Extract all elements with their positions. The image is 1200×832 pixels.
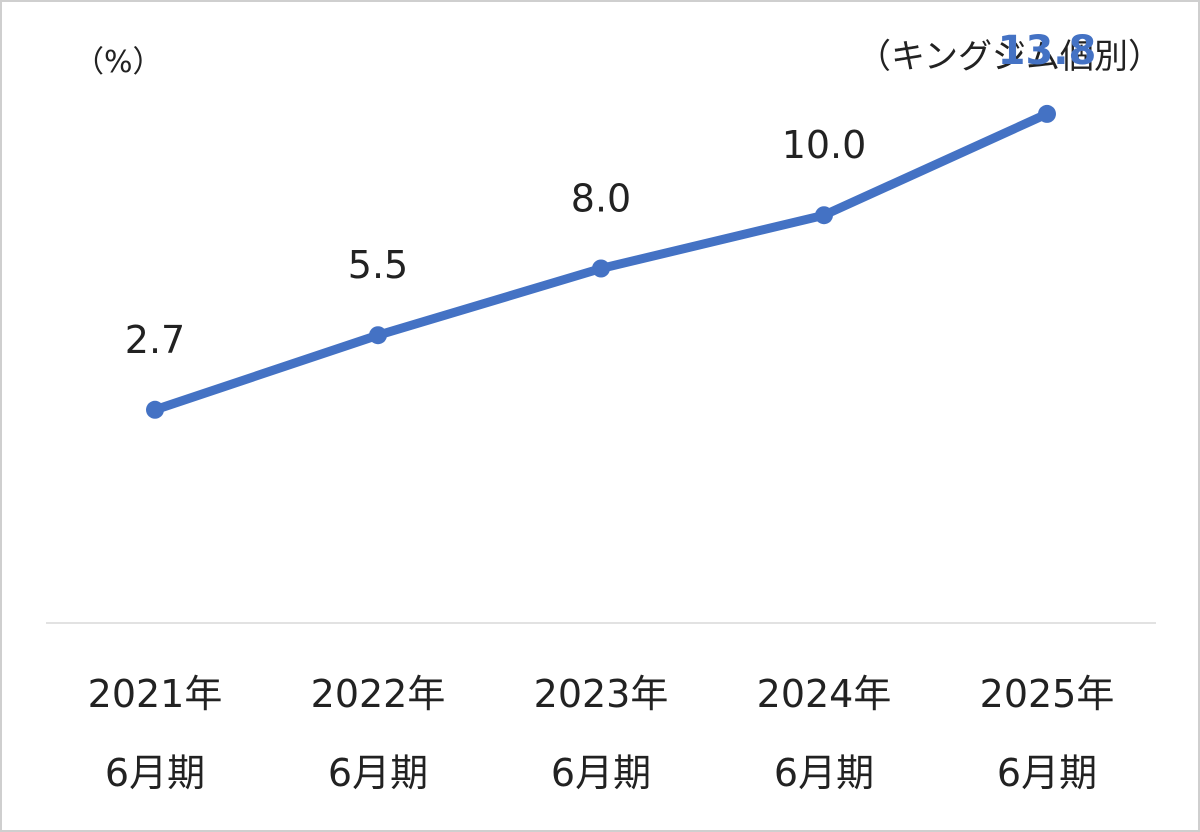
x-tick-label-period: 6月期	[105, 751, 205, 795]
x-axis-tick-labels: 2021年 6月期 2022年 6月期 2023年 6月期 2024年 6月期 2025年 6月期	[88, 672, 1115, 795]
x-tick-label-period: 6月期	[997, 751, 1097, 795]
x-tick-label-period: 6月期	[774, 751, 874, 795]
unit-label: （%）	[74, 45, 163, 80]
data-label: 8.0	[571, 177, 631, 221]
data-labels: 2.7 5.5 8.0 10.0 13.8	[125, 28, 1097, 362]
x-tick-label-period: 6月期	[328, 751, 428, 795]
data-point	[1038, 104, 1056, 123]
data-point	[815, 206, 833, 225]
data-point	[369, 326, 387, 345]
x-tick-label-year: 2022年	[311, 672, 446, 716]
x-tick-label-year: 2021年	[88, 672, 223, 716]
x-tick-label-period: 6月期	[551, 751, 651, 795]
data-label: 10.0	[782, 123, 867, 167]
scope-label: （キングジム個別）	[857, 37, 1162, 77]
data-label: 13.8	[998, 28, 1097, 74]
data-point	[146, 400, 164, 419]
plot-area	[146, 104, 1056, 419]
data-label: 2.7	[125, 318, 185, 362]
x-tick-label-year: 2024年	[757, 672, 892, 716]
x-tick-label-year: 2023年	[534, 672, 669, 716]
data-label: 5.5	[348, 243, 408, 287]
x-tick-label-year: 2025年	[980, 672, 1115, 716]
data-point	[592, 259, 610, 278]
